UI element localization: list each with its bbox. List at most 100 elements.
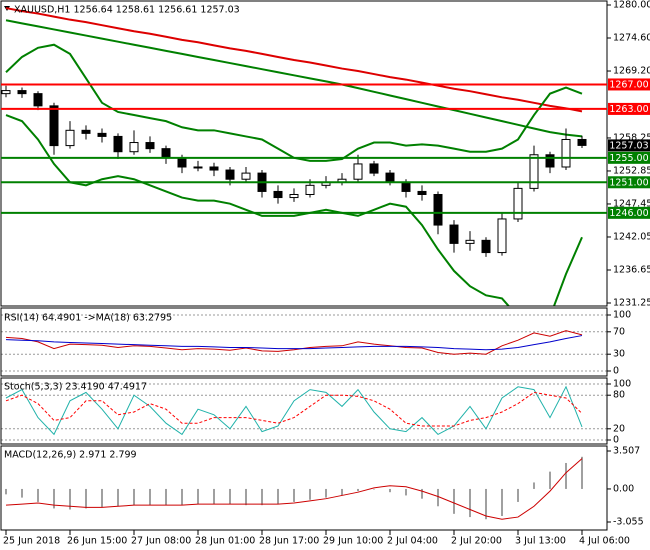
level-tag: [608, 151, 650, 164]
candle-body: [401, 181, 411, 192]
y-tick-label: 0.00: [613, 483, 634, 494]
line-series: [5, 458, 583, 520]
histogram-bar: [565, 462, 567, 489]
panel: [1, 383, 607, 441]
histogram-bar: [181, 488, 183, 506]
y-tick-label: 1269.20: [613, 66, 650, 77]
histogram-bar: [469, 488, 471, 518]
x-tick-label: 2 Jul 04:00: [387, 536, 438, 547]
histogram-bar: [533, 482, 535, 489]
level-tag: [608, 206, 650, 219]
histogram-bar: [149, 488, 151, 506]
level-label: 1246.00: [609, 208, 648, 219]
level-tag: [608, 176, 650, 189]
candle-body: [145, 142, 155, 150]
candle-body: [65, 129, 75, 147]
candle-body: [305, 184, 315, 195]
candle-body: [577, 138, 587, 146]
histogram-bar: [517, 488, 519, 502]
panel-frame: [0, 0, 608, 307]
x-tick-label: 2 Jul 20:00: [451, 536, 502, 547]
candle-body: [129, 142, 139, 153]
panel: [5, 456, 583, 520]
y-tick-label: 0: [613, 435, 619, 446]
level-label: 1267.00: [609, 79, 648, 90]
candle-body: [289, 193, 299, 199]
candle-body: [81, 129, 91, 134]
candle-body: [465, 239, 475, 244]
candle-body: [385, 172, 395, 183]
line-series: [5, 7, 583, 113]
x-tick-label: 26 Jun 15:00: [67, 536, 127, 547]
y-tick-label: 30: [613, 349, 625, 360]
price-label: 1257.03: [609, 140, 648, 151]
y-tick-label: 1252.85: [613, 165, 650, 176]
histogram-bar: [69, 488, 71, 510]
y-tick-label: 0: [613, 366, 619, 377]
histogram-bar: [101, 488, 103, 508]
candle-body: [241, 172, 251, 180]
histogram-bar: [357, 488, 359, 492]
candle-body: [449, 224, 459, 244]
x-tick-label: 25 Jun 2018: [3, 536, 60, 547]
candle-body: [417, 190, 427, 195]
candle-body: [545, 154, 555, 168]
candle-body: [209, 166, 219, 171]
candle-body: [177, 157, 187, 168]
histogram-bar: [165, 488, 167, 506]
histogram-bar: [309, 488, 311, 500]
x-tick-label: 3 Jul 13:00: [515, 536, 566, 547]
histogram-bar: [293, 488, 295, 502]
y-tick-label: 1242.05: [613, 231, 650, 242]
y-tick-label: 1274.60: [613, 33, 650, 44]
candle-body: [161, 148, 171, 159]
candle-body: [193, 166, 203, 169]
histogram-bar: [485, 488, 487, 520]
panel: [1, 7, 587, 306]
histogram-bar: [437, 488, 439, 507]
y-tick-label: 3.507: [613, 446, 640, 457]
candle-body: [113, 135, 123, 153]
y-tick-label: 1258.25: [613, 132, 650, 143]
histogram-bar: [373, 488, 375, 490]
level-label: 1263.00: [609, 104, 648, 115]
y-tick-label: 100: [613, 379, 631, 390]
x-tick-label: 27 Jun 08:00: [131, 536, 191, 547]
price-tag: [608, 139, 650, 152]
candle-body: [513, 187, 523, 220]
histogram-bar: [501, 488, 503, 516]
y-tick-label: 1247.45: [613, 198, 650, 209]
histogram-bar: [197, 488, 199, 505]
level-tag: [608, 102, 650, 115]
panel-title: XAUUSD,H1 1256.64 1258.61 1256.61 1257.0…: [14, 5, 240, 16]
histogram-bar: [341, 488, 343, 496]
level-label: 1251.00: [609, 177, 648, 188]
histogram-bar: [53, 488, 55, 509]
y-tick-label: -3.055: [613, 517, 644, 528]
candle-body: [17, 90, 27, 95]
histogram-bar: [421, 488, 423, 499]
candle-body: [481, 239, 491, 254]
histogram-bar: [213, 488, 215, 505]
histogram-bar: [581, 456, 583, 489]
level-tag: [608, 78, 650, 91]
histogram-bar: [549, 471, 551, 489]
candle-body: [33, 93, 43, 107]
y-tick-label: 1280.00: [613, 0, 650, 11]
line-series: [5, 385, 583, 436]
histogram-bar: [261, 488, 263, 506]
histogram-bar: [453, 488, 455, 514]
histogram-bar: [325, 488, 327, 498]
candle-body: [497, 218, 507, 254]
level-label: 1255.00: [609, 153, 648, 164]
line-series: [5, 19, 583, 138]
x-tick-label: 28 Jun 17:00: [259, 536, 319, 547]
line-series: [5, 391, 583, 427]
panel: [1, 314, 607, 372]
histogram-bar: [21, 488, 23, 498]
y-tick-label: 20: [613, 423, 625, 434]
x-tick-label: 28 Jun 01:00: [195, 536, 255, 547]
candle-body: [529, 154, 539, 189]
